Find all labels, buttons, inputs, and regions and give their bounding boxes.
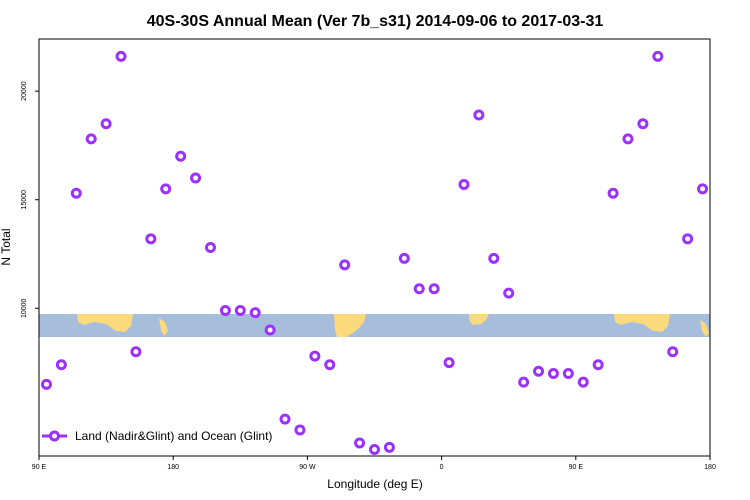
- x-tick-label: 90 W: [299, 464, 316, 471]
- data-point: [115, 50, 127, 62]
- data-point: [547, 367, 559, 379]
- data-point: [622, 133, 634, 145]
- chart-title: 40S-30S Annual Mean (Ver 7b_s31) 2014-09…: [147, 13, 604, 30]
- data-point: [398, 252, 410, 264]
- australia-land-repeat: [614, 314, 670, 332]
- y-axis: 10000 15000 20000: [21, 81, 39, 318]
- data-point: [577, 376, 589, 388]
- south-america-land: [334, 314, 366, 337]
- data-point: [369, 443, 380, 455]
- y-tick-label: 10000: [21, 298, 28, 318]
- data-point: [264, 324, 276, 336]
- y-tick-label: 20000: [21, 81, 28, 101]
- x-tick-label: 90 E: [569, 464, 584, 471]
- data-point: [667, 346, 679, 358]
- data-point: [443, 357, 455, 369]
- data-point: [697, 183, 709, 195]
- x-tick-label: 90 E: [32, 464, 47, 471]
- data-point: [279, 413, 291, 425]
- data-point: [607, 187, 619, 199]
- data-point: [637, 118, 649, 130]
- legend-circle-marker: [49, 430, 60, 442]
- x-axis-label: Longitude (deg E): [327, 477, 422, 491]
- data-point: [354, 437, 366, 449]
- data-point: [309, 350, 321, 362]
- data-point: [55, 359, 67, 371]
- data-point: [190, 172, 202, 184]
- y-tick-label: 15000: [21, 190, 28, 210]
- data-point: [473, 109, 485, 121]
- data-point: [488, 252, 500, 264]
- data-point: [160, 183, 172, 195]
- data-point: [652, 50, 664, 62]
- data-point: [518, 376, 530, 388]
- data-point: [70, 187, 82, 199]
- x-tick-label: 180: [704, 464, 716, 471]
- data-point: [40, 378, 52, 390]
- new-zealand-land-repeat: [700, 320, 709, 337]
- new-zealand-land: [159, 318, 168, 336]
- map-band: [39, 314, 710, 337]
- data-point: [130, 346, 142, 358]
- x-axis: 90 E 180 90 W 0 90 E 180: [32, 456, 716, 471]
- plot-frame: [38, 38, 711, 457]
- data-point: [592, 359, 604, 371]
- legend: Land (Nadir&Glint) and Ocean (Glint): [42, 429, 272, 443]
- africa-land: [469, 314, 489, 325]
- data-point: [249, 307, 261, 319]
- data-point: [458, 179, 470, 191]
- data-point: [85, 133, 97, 145]
- data-point: [324, 359, 336, 371]
- data-point: [339, 259, 351, 271]
- australia-land: [77, 314, 133, 332]
- y-axis-label: N Total: [0, 228, 13, 265]
- x-tick-label: 0: [440, 464, 444, 471]
- legend-label: Land (Nadir&Glint) and Ocean (Glint): [75, 429, 272, 443]
- data-point: [503, 287, 515, 299]
- data-point: [428, 283, 440, 295]
- data-point: [383, 441, 395, 453]
- x-tick-label: 180: [167, 464, 179, 471]
- data-point: [219, 304, 231, 316]
- ocean-band: [39, 314, 710, 337]
- data-points: [40, 50, 709, 455]
- data-point: [100, 118, 112, 130]
- data-point: [562, 367, 574, 379]
- data-point: [175, 150, 187, 162]
- data-point: [533, 365, 545, 377]
- data-point: [294, 424, 306, 436]
- data-point: [682, 233, 694, 245]
- data-point: [413, 283, 425, 295]
- data-point: [234, 304, 246, 316]
- data-point: [145, 233, 157, 245]
- data-point: [204, 242, 216, 253]
